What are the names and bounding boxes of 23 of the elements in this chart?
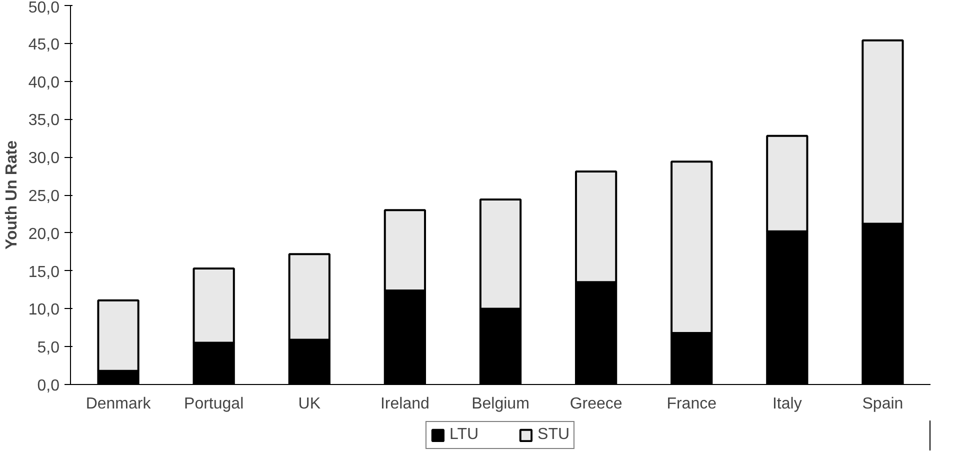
x-tick-label: Greece xyxy=(570,396,622,412)
x-tick-label: Italy xyxy=(772,396,802,412)
y-axis-title: Youth Un Rate xyxy=(3,140,20,250)
y-tick-label: 0,0 xyxy=(37,378,60,394)
y-tick-label: 5,0 xyxy=(37,340,60,357)
y-tick-label: 50,0 xyxy=(28,0,60,16)
x-tick-label: France xyxy=(666,396,717,412)
x-tick-label: Belgium xyxy=(472,396,530,412)
y-tick-label: 20,0 xyxy=(28,226,60,243)
y-tick-label: 10,0 xyxy=(28,302,60,319)
y-tick-label: 40,0 xyxy=(28,74,60,92)
x-tick-label: UK xyxy=(298,396,321,412)
x-tick-label: Spain xyxy=(862,396,904,412)
x-tick-label: Portugal xyxy=(184,396,244,412)
legend-label: LTU xyxy=(449,426,479,444)
x-tick-label: Denmark xyxy=(86,396,152,412)
y-tick-label: 45,0 xyxy=(28,36,60,54)
y-tick-label: 25,0 xyxy=(28,188,60,205)
y-tick-label: 35,0 xyxy=(28,112,60,130)
legend-label: STU xyxy=(538,426,570,444)
y-tick-label: 30,0 xyxy=(28,150,60,168)
y-tick-label: 15,0 xyxy=(28,264,60,281)
x-tick-label: Ireland xyxy=(380,396,430,412)
